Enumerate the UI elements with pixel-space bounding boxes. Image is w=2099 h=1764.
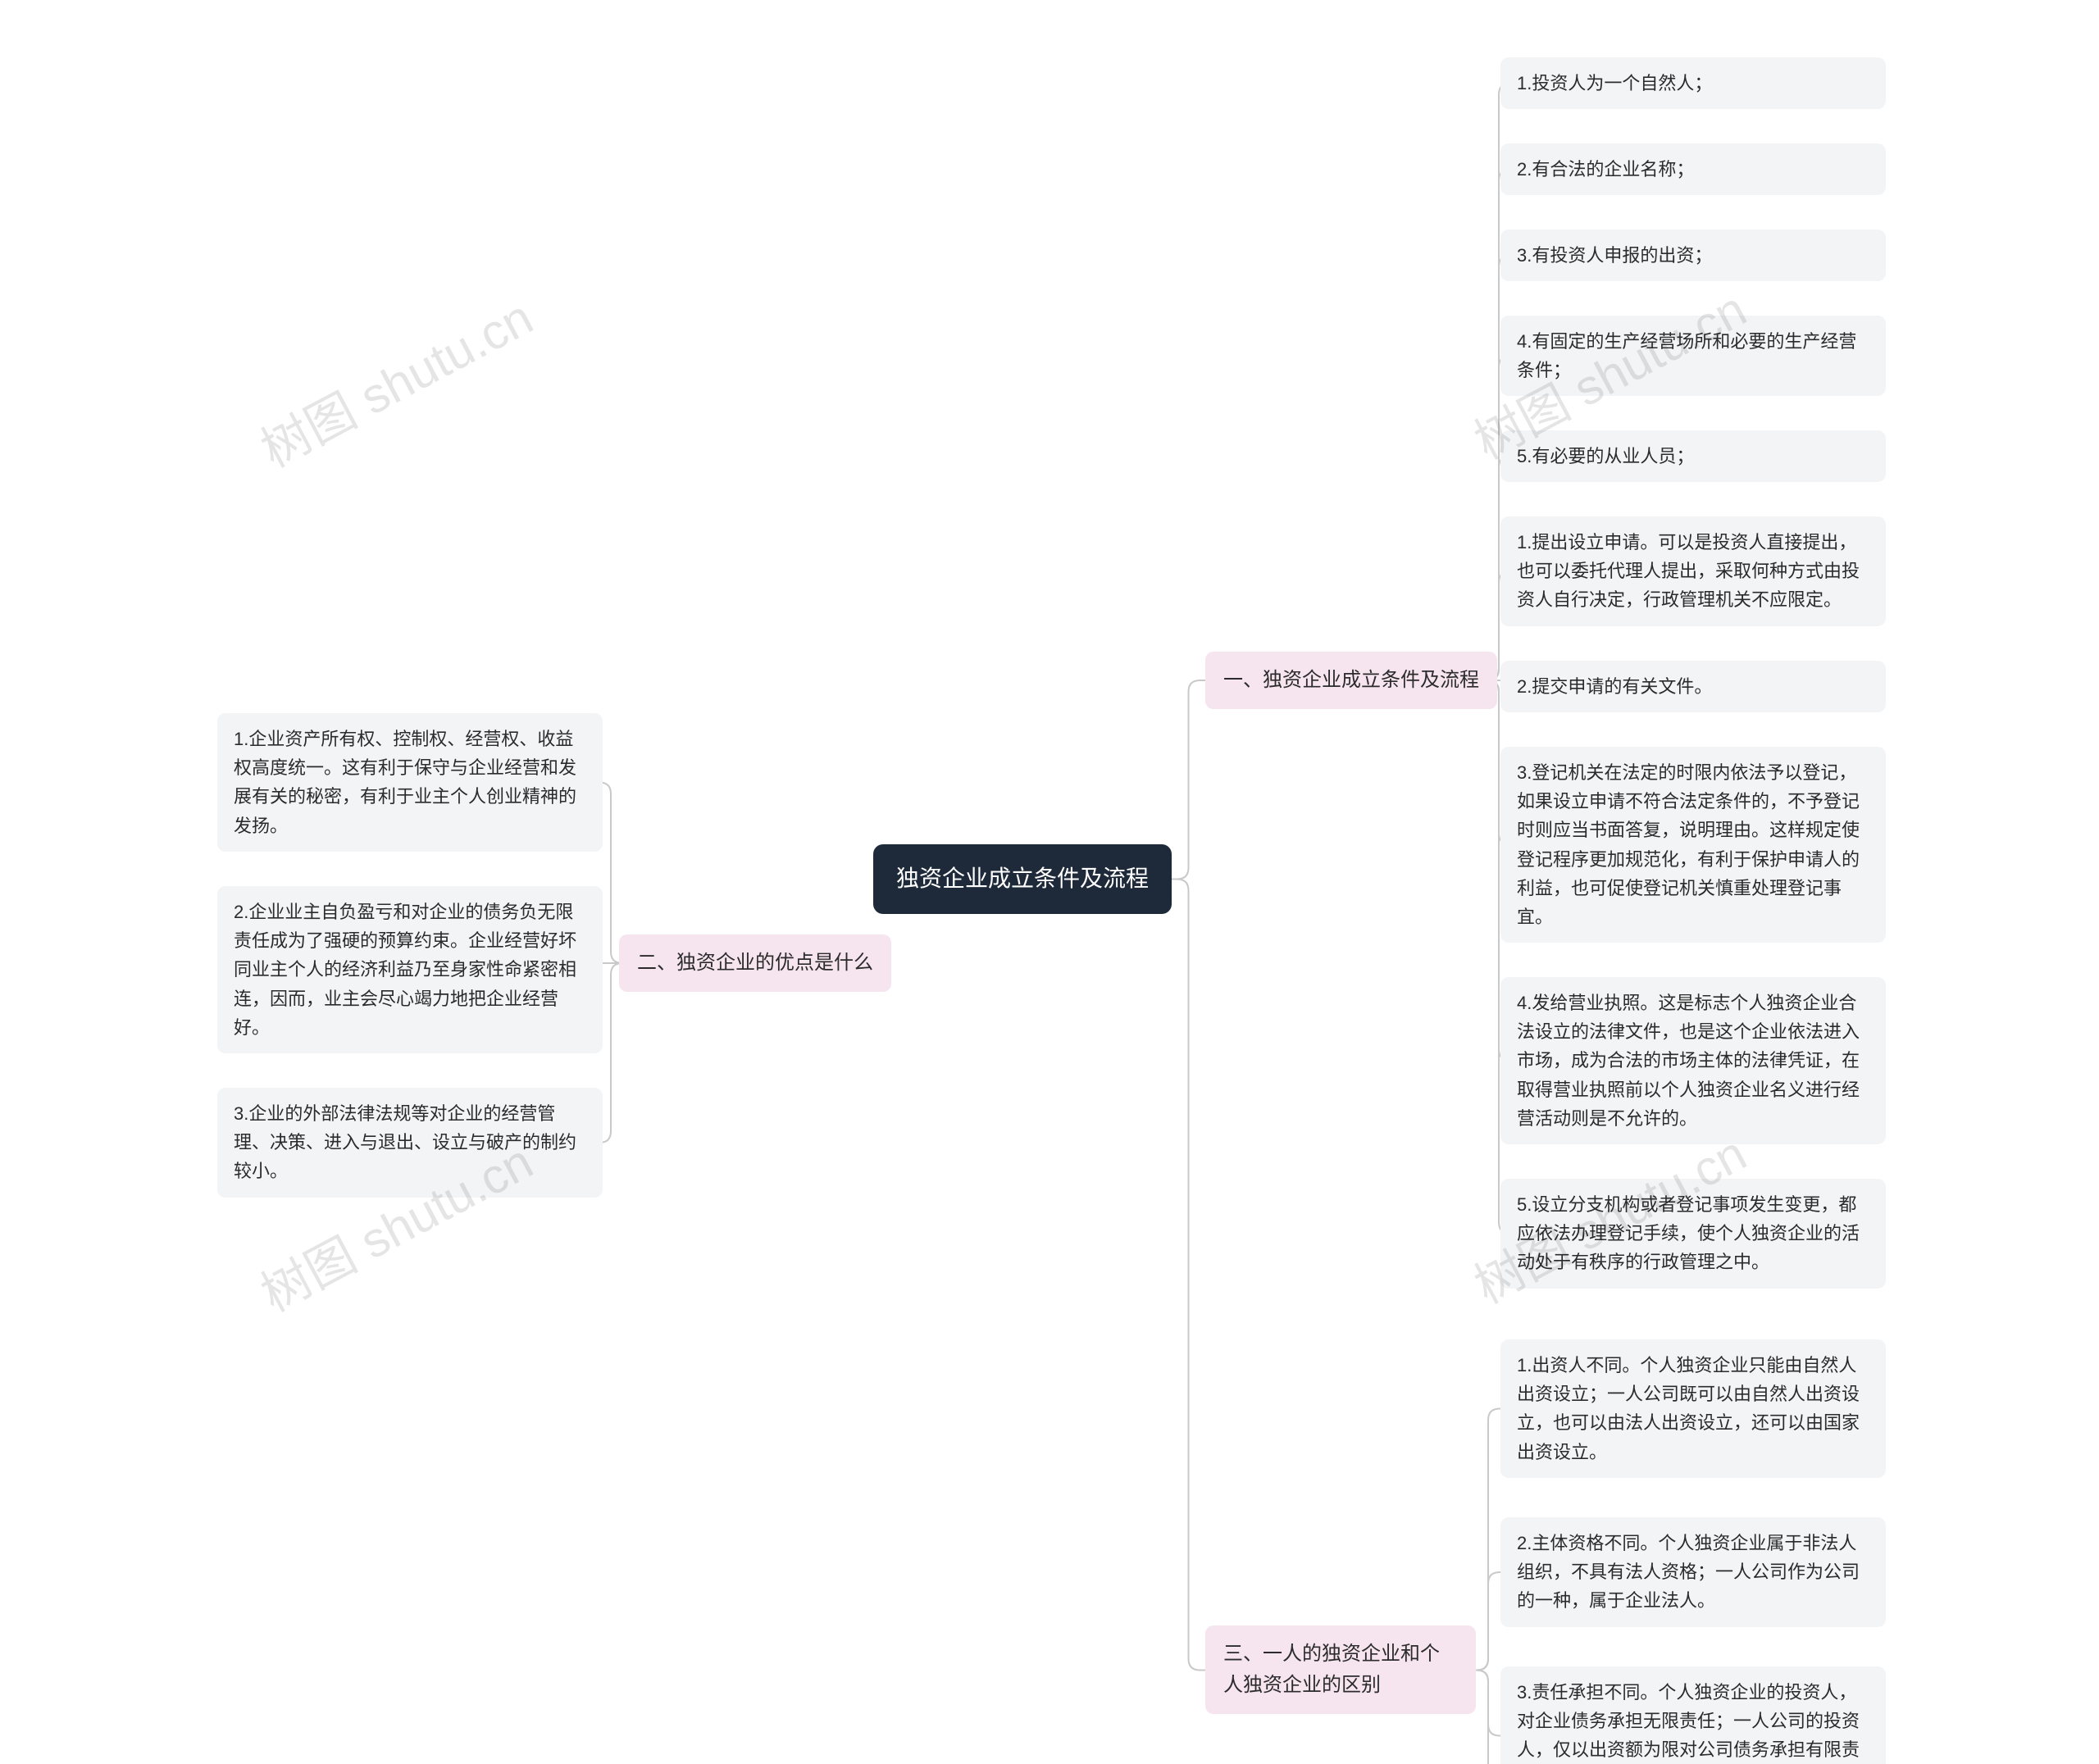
branch-1: 一、独资企业成立条件及流程 (1205, 652, 1497, 709)
mindmap-root: 独资企业成立条件及流程 (873, 844, 1172, 914)
branch-3-leaf-2: 2.主体资格不同。个人独资企业属于非法人组织，不具有法人资格；一人公司作为公司的… (1500, 1517, 1886, 1627)
branch-1-leaf-3: 3.有投资人申报的出资； (1500, 230, 1886, 281)
watermark: 树图 shutu.cn (247, 279, 544, 481)
branch-2-leaf-3: 3.企业的外部法律法规等对企业的经营管理、决策、进入与退出、设立与破产的制约较小… (217, 1088, 603, 1198)
branch-2-leaf-1: 1.企业资产所有权、控制权、经营权、收益权高度统一。这有利于保守与企业经营和发展… (217, 713, 603, 852)
branch-1-leaf-6: 1.提出设立申请。可以是投资人直接提出，也可以委托代理人提出，采取何种方式由投资… (1500, 516, 1886, 626)
branch-2: 二、独资企业的优点是什么 (619, 934, 891, 992)
branch-1-leaf-5: 5.有必要的从业人员； (1500, 430, 1886, 482)
branch-1-leaf-9: 4.发给营业执照。这是标志个人独资企业合法设立的法律文件，也是这个企业依法进入市… (1500, 977, 1886, 1144)
branch-1-leaf-7: 2.提交申请的有关文件。 (1500, 661, 1886, 712)
branch-3-leaf-1: 1.出资人不同。个人独资企业只能由自然人出资设立；一人公司既可以由自然人出资设立… (1500, 1339, 1886, 1478)
branch-1-leaf-1: 1.投资人为一个自然人； (1500, 57, 1886, 109)
branch-1-leaf-10: 5.设立分支机构或者登记事项发生变更，都应依法办理登记手续，使个人独资企业的活动… (1500, 1179, 1886, 1289)
branch-1-leaf-8: 3.登记机关在法定的时限内依法予以登记，如果设立申请不符合法定条件的，不予登记时… (1500, 747, 1886, 943)
branch-2-leaf-2: 2.企业业主自负盈亏和对企业的债务负无限责任成为了强硬的预算约束。企业经营好坏同… (217, 886, 603, 1053)
branch-1-leaf-4: 4.有固定的生产经营场所和必要的生产经营条件； (1500, 316, 1886, 396)
branch-3-leaf-3: 3.责任承担不同。个人独资企业的投资人，对企业债务承担无限责任；一人公司的投资人… (1500, 1666, 1886, 1764)
branch-3: 三、一人的独资企业和个人独资企业的区别 (1205, 1625, 1476, 1715)
branch-1-leaf-2: 2.有合法的企业名称； (1500, 143, 1886, 195)
